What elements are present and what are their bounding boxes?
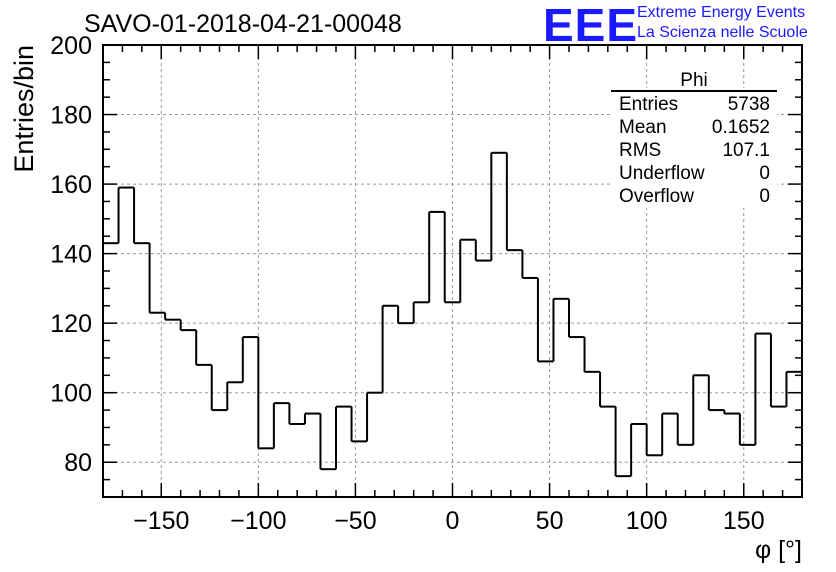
y-tick-label: 160 bbox=[50, 171, 92, 199]
y-tick-label: 80 bbox=[64, 449, 92, 477]
x-tick-label: −100 bbox=[230, 507, 286, 535]
y-tick-label: 100 bbox=[50, 380, 92, 408]
y-tick-label: 200 bbox=[50, 32, 92, 60]
y-axis-label: Entries/bin bbox=[9, 45, 39, 173]
x-tick-label: −150 bbox=[133, 507, 189, 535]
stats-row-value: 0 bbox=[759, 163, 770, 184]
logo-line-1: Extreme Energy Events bbox=[637, 4, 806, 21]
stats-row-label: RMS bbox=[619, 140, 661, 161]
x-tick-label: 50 bbox=[536, 507, 564, 535]
logo-line-2: La Scienza nelle Scuole bbox=[637, 24, 808, 41]
x-tick-label: 0 bbox=[446, 507, 460, 535]
stats-row-value: 107.1 bbox=[722, 140, 770, 161]
y-tick-label: 120 bbox=[50, 310, 92, 338]
x-tick-label: 150 bbox=[723, 507, 765, 535]
stats-row-value: 0.1652 bbox=[712, 117, 770, 138]
stats-box-background bbox=[611, 88, 777, 208]
x-tick-label: −50 bbox=[334, 507, 376, 535]
x-axis-label: φ [°] bbox=[755, 536, 802, 564]
stats-row-label: Underflow bbox=[619, 163, 705, 184]
stats-row-value: 0 bbox=[759, 186, 770, 207]
eee-logo: EEE bbox=[543, 0, 639, 51]
stats-row-label: Overflow bbox=[619, 186, 694, 207]
x-tick-label: 100 bbox=[626, 507, 668, 535]
stats-row-label: Entries bbox=[619, 94, 678, 115]
chart-title: SAVO-01-2018-04-21-00048 bbox=[84, 10, 402, 38]
y-tick-label: 140 bbox=[50, 241, 92, 269]
stats-box-title: Phi bbox=[680, 70, 707, 91]
stats-row-label: Mean bbox=[619, 117, 667, 138]
stats-row-value: 5738 bbox=[728, 94, 770, 115]
y-tick-label: 180 bbox=[50, 102, 92, 130]
